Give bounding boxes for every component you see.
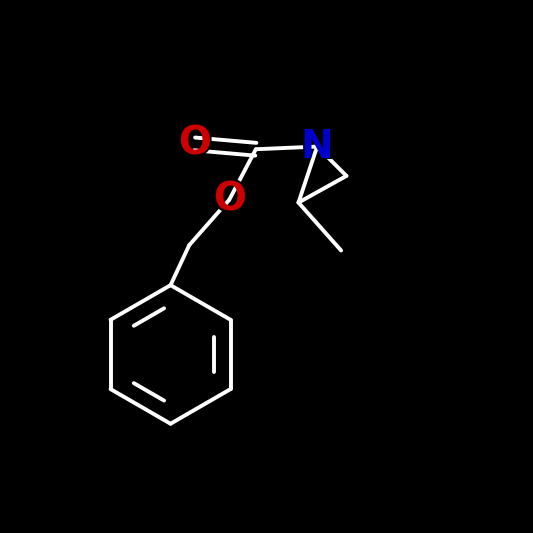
Text: O: O (175, 123, 214, 165)
Text: N: N (298, 125, 336, 168)
Text: O: O (213, 181, 246, 219)
Text: O: O (178, 125, 211, 163)
Text: O: O (210, 179, 248, 221)
Text: N: N (301, 127, 334, 166)
